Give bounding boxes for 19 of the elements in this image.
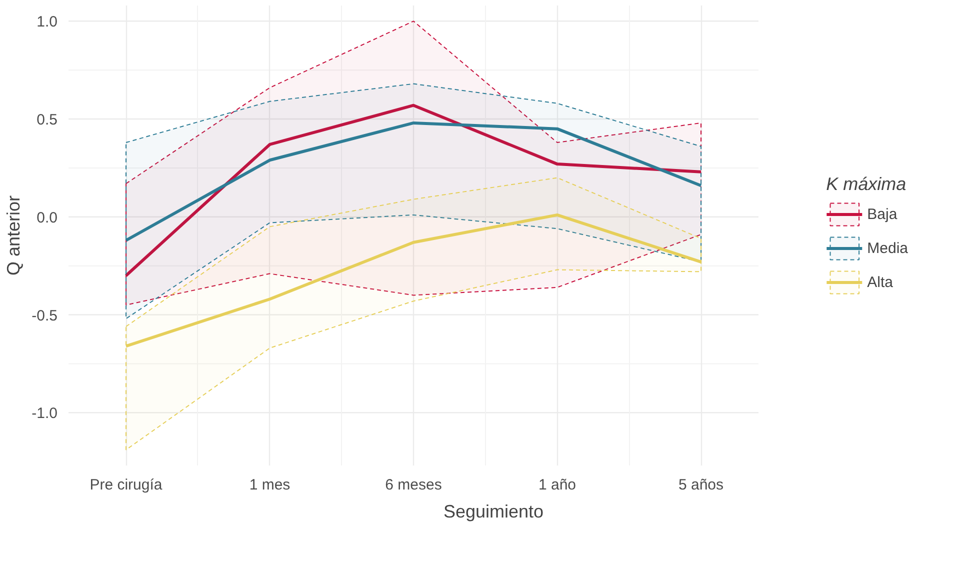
x-tick-label: 1 mes [249, 476, 290, 494]
y-tick-label: 0.0 [36, 209, 58, 226]
line-series [124, 104, 702, 278]
legend-label: Alta [867, 274, 893, 290]
x-axis-title: Seguimiento [443, 502, 544, 522]
line-series [124, 121, 702, 242]
y-tick-label: 0.5 [36, 112, 58, 129]
y-axis-title: Q anterior [4, 195, 24, 276]
line-series [124, 213, 702, 348]
y-tick-label: -1.0 [32, 405, 58, 422]
x-tick-label: 6 meses [385, 476, 442, 494]
legend-title: K máxima [826, 174, 908, 195]
legend-label: Media [867, 240, 908, 256]
x-tick-label: Pre cirugía [90, 476, 163, 494]
x-tick-label: 1 año [538, 476, 576, 494]
y-tick-label: 1.0 [36, 14, 58, 31]
x-tick-label: 5 años [678, 476, 724, 494]
legend-label: Baja [867, 206, 898, 222]
y-tick-label: -0.5 [32, 307, 58, 324]
